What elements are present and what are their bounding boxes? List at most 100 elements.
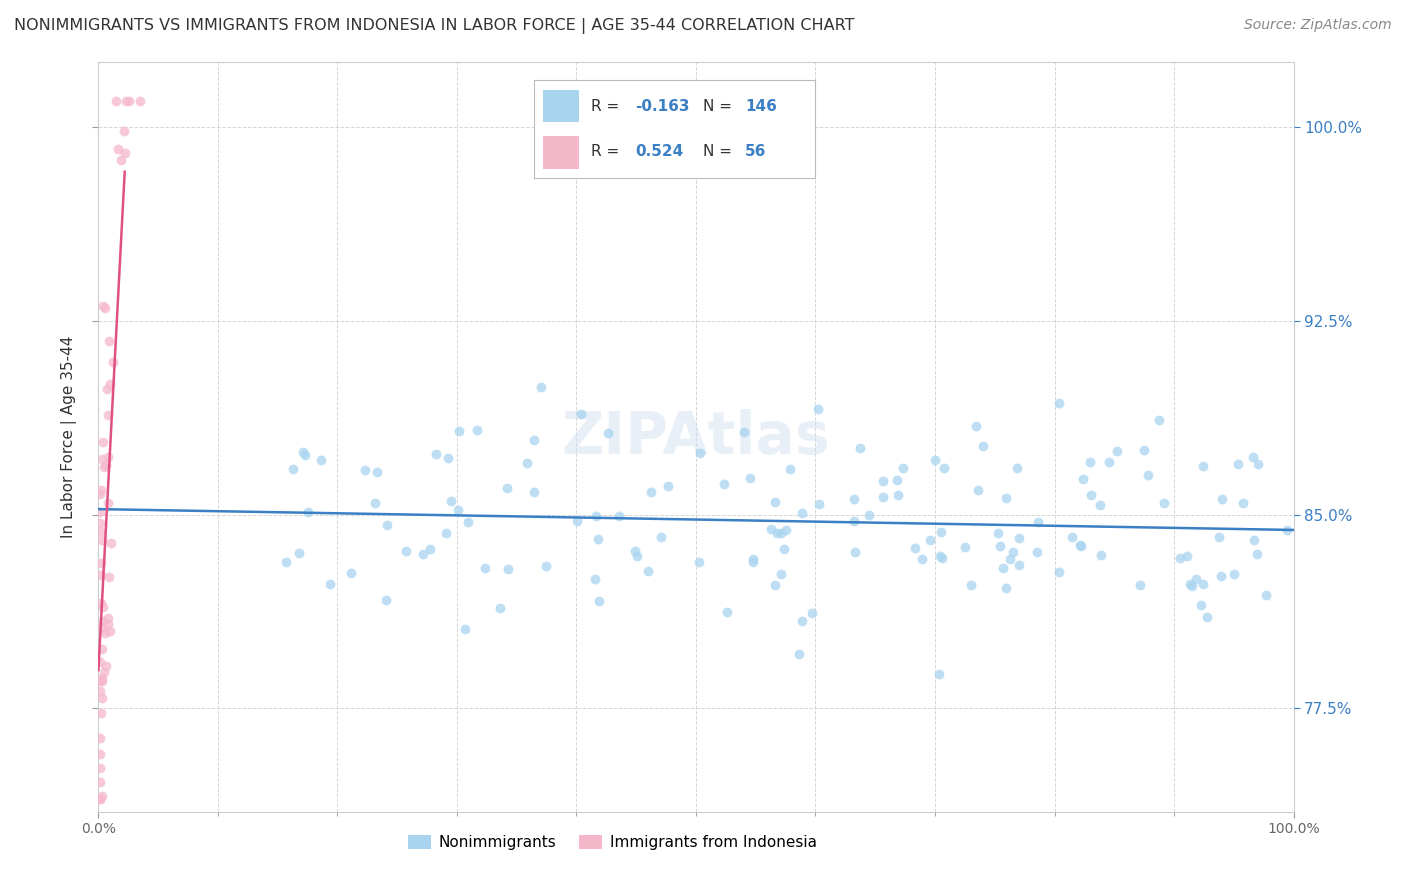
Point: [496, 481, 519, 495]
Point: [457, 516, 479, 530]
Point: [1007, 460, 1029, 475]
Point: [112, 124, 135, 138]
Point: [107, 143, 129, 157]
Point: [1209, 568, 1232, 582]
Point: [118, 94, 141, 108]
Point: [742, 552, 765, 566]
Point: [993, 561, 1015, 575]
Point: [489, 600, 512, 615]
Point: [94, 301, 117, 315]
Point: [858, 508, 880, 522]
Point: [91, 621, 114, 635]
Point: [129, 94, 152, 108]
Point: [90, 673, 112, 688]
Point: [1129, 578, 1152, 592]
FancyBboxPatch shape: [543, 136, 579, 169]
Point: [94, 625, 117, 640]
Point: [1197, 609, 1219, 624]
Point: [929, 524, 952, 539]
Point: [354, 463, 377, 477]
Point: [688, 555, 710, 569]
Point: [995, 491, 1018, 506]
Point: [1080, 488, 1102, 502]
Point: [607, 509, 630, 524]
Point: [536, 559, 558, 574]
Point: [1192, 577, 1215, 591]
Point: [716, 606, 738, 620]
Point: [394, 544, 416, 558]
Point: [1026, 545, 1049, 559]
Point: [114, 146, 136, 161]
Point: [790, 506, 813, 520]
Point: [98, 376, 121, 391]
Point: [1060, 530, 1083, 544]
Text: Source: ZipAtlas.com: Source: ZipAtlas.com: [1244, 18, 1392, 32]
Point: [934, 460, 956, 475]
Point: [309, 453, 332, 467]
Point: [93, 665, 115, 680]
Point: [637, 564, 659, 578]
Point: [1184, 572, 1206, 586]
Point: [89, 792, 111, 806]
Text: -0.163: -0.163: [636, 99, 690, 114]
Point: [93, 600, 115, 615]
Point: [998, 552, 1021, 566]
Point: [91, 299, 114, 313]
Point: [90, 671, 112, 685]
Point: [887, 488, 910, 502]
Point: [955, 540, 977, 554]
Point: [1168, 550, 1191, 565]
Point: [806, 401, 828, 416]
Point: [96, 382, 118, 396]
Point: [90, 568, 112, 582]
Point: [1256, 588, 1278, 602]
Point: [89, 684, 111, 698]
Point: [1098, 455, 1121, 469]
Point: [89, 524, 111, 539]
Point: [801, 606, 824, 620]
Point: [844, 514, 866, 528]
Point: [891, 461, 914, 475]
Point: [281, 462, 304, 476]
Point: [97, 617, 120, 632]
Point: [440, 494, 463, 508]
Point: [91, 642, 114, 657]
Point: [924, 453, 946, 467]
Point: [89, 761, 111, 775]
Point: [988, 540, 1011, 554]
Point: [808, 497, 831, 511]
Point: [97, 496, 120, 510]
Point: [91, 451, 114, 466]
Point: [1277, 523, 1299, 537]
Point: [419, 541, 441, 556]
Point: [1223, 567, 1246, 582]
Text: R =: R =: [591, 145, 619, 160]
Point: [1246, 547, 1268, 561]
Point: [904, 541, 927, 555]
Point: [97, 408, 120, 422]
Point: [89, 775, 111, 789]
Point: [872, 490, 894, 504]
Point: [98, 624, 121, 639]
Point: [769, 525, 792, 540]
Point: [738, 471, 761, 485]
Point: [1001, 545, 1024, 559]
Point: [1227, 457, 1250, 471]
Text: 0.524: 0.524: [636, 145, 683, 160]
Point: [761, 522, 783, 536]
Point: [1070, 539, 1092, 553]
Point: [515, 456, 537, 470]
Point: [640, 485, 662, 500]
Point: [364, 496, 387, 510]
Point: [496, 562, 519, 576]
Point: [89, 505, 111, 519]
Point: [100, 536, 122, 550]
Point: [733, 425, 755, 440]
Point: [276, 555, 298, 569]
Point: [1008, 558, 1031, 572]
Point: [967, 483, 990, 497]
Point: [287, 546, 309, 560]
Point: [89, 516, 111, 530]
Point: [1243, 533, 1265, 547]
Y-axis label: In Labor Force | Age 35-44: In Labor Force | Age 35-44: [60, 336, 77, 538]
